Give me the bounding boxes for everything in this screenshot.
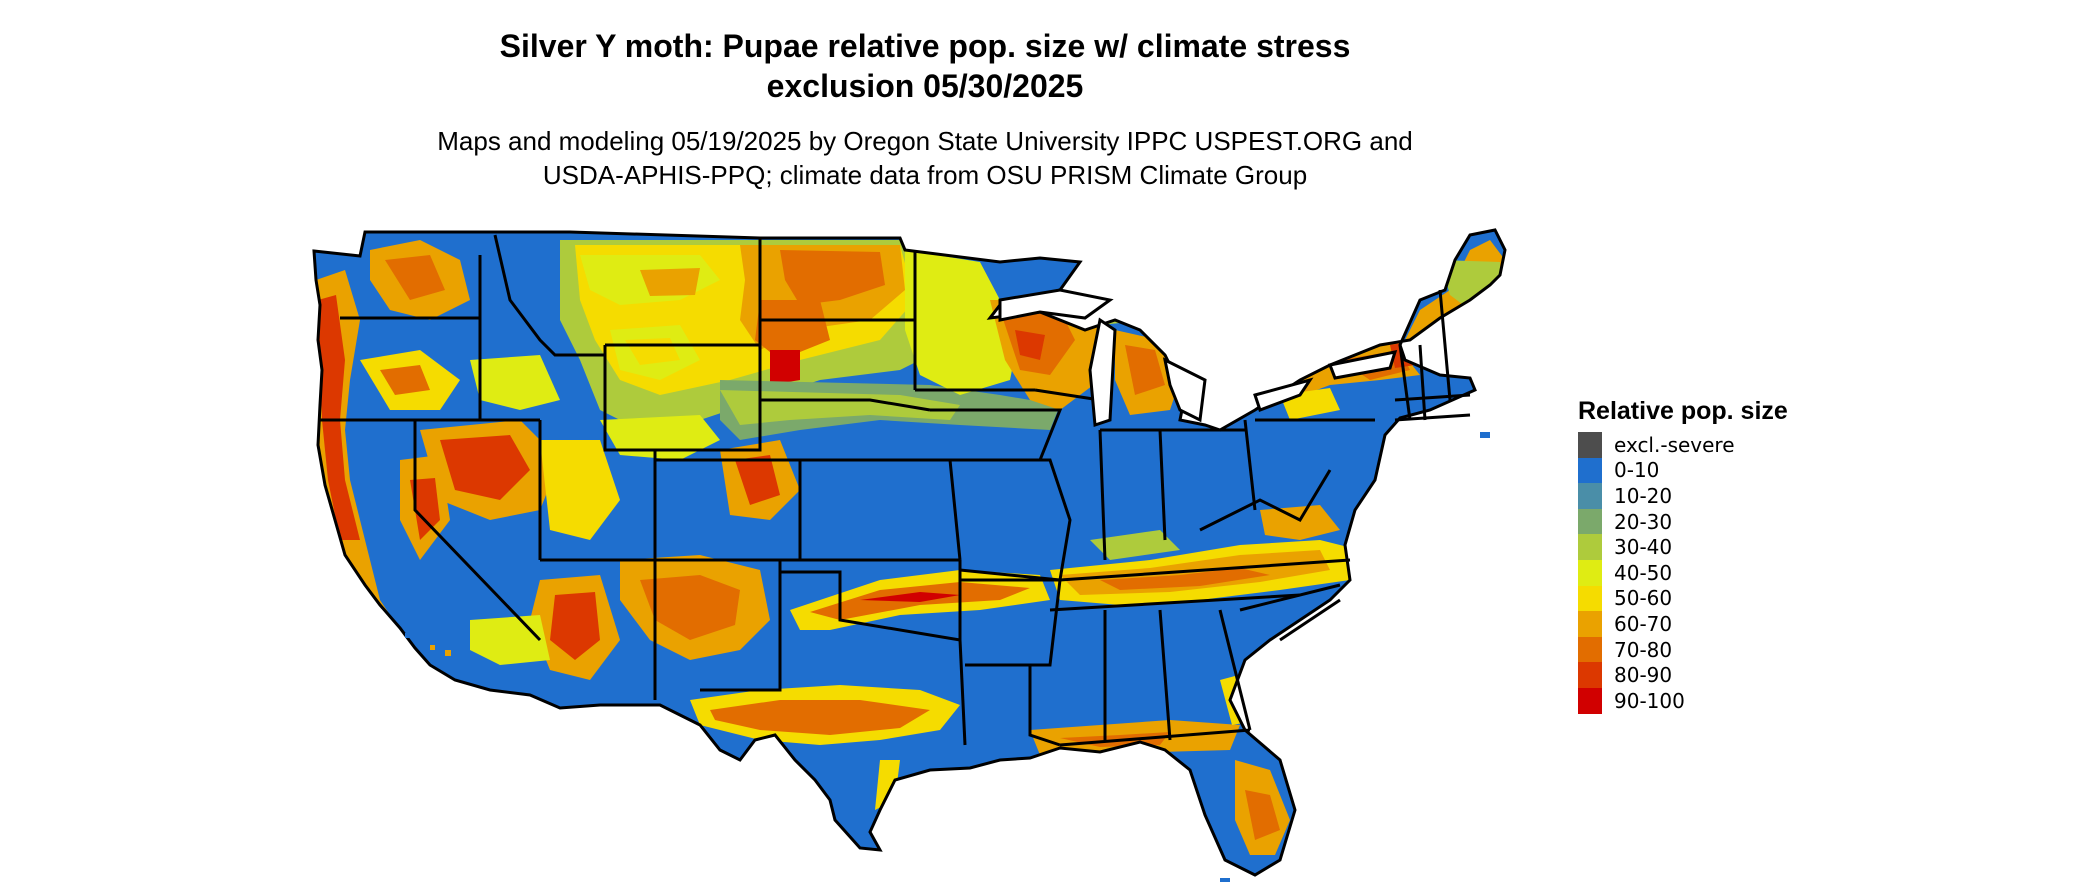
legend-item: 20-30 xyxy=(1578,508,1788,535)
legend-label: 60-70 xyxy=(1614,611,1673,636)
legend-item: 50-60 xyxy=(1578,585,1788,612)
legend-label: excl.-severe xyxy=(1614,432,1735,457)
legend-item: 30-40 xyxy=(1578,534,1788,560)
legend-item: excl.-severe xyxy=(1578,432,1788,458)
legend-label: 30-40 xyxy=(1614,535,1673,560)
legend-item: 10-20 xyxy=(1578,483,1788,509)
legend-swatch xyxy=(1578,687,1602,714)
legend-swatch xyxy=(1578,559,1602,586)
legend-item: 80-90 xyxy=(1578,662,1788,688)
map-title: Silver Y moth: Pupae relative pop. size … xyxy=(0,26,1850,106)
legend-label: 40-50 xyxy=(1614,560,1673,585)
legend-label: 90-100 xyxy=(1614,688,1685,713)
subtitle-line-2: USDA-APHIS-PPQ; climate data from OSU PR… xyxy=(542,160,1308,190)
legend-label: 80-90 xyxy=(1614,663,1673,688)
legend-swatch xyxy=(1578,508,1602,535)
state-boundaries xyxy=(312,228,1507,877)
legend-label: 10-20 xyxy=(1614,483,1673,508)
legend-swatch xyxy=(1578,636,1602,663)
legend-swatch xyxy=(1578,534,1602,560)
legend-item: 40-50 xyxy=(1578,559,1788,586)
title-line-1: Silver Y moth: Pupae relative pop. size … xyxy=(499,28,1351,64)
legend-items: excl.-severe 0-10 10-20 20-30 30-40 40-50 50-6… xyxy=(1578,432,1788,714)
map-subtitle: Maps and modeling 05/19/2025 by Oregon S… xyxy=(0,124,1850,192)
legend-label: 50-60 xyxy=(1614,586,1673,611)
legend-title: Relative pop. size xyxy=(1578,397,1788,425)
legend-swatch xyxy=(1578,662,1602,688)
legend-item: 60-70 xyxy=(1578,611,1788,637)
subtitle-line-1: Maps and modeling 05/19/2025 by Oregon S… xyxy=(437,126,1413,156)
legend-item: 70-80 xyxy=(1578,636,1788,663)
population-shading xyxy=(314,230,1505,875)
legend-item: 0-10 xyxy=(1578,457,1788,484)
legend-item: 90-100 xyxy=(1578,687,1788,714)
legend-swatch xyxy=(1578,585,1602,612)
legend-swatch xyxy=(1578,611,1602,637)
legend-swatch xyxy=(1578,483,1602,509)
great-lakes xyxy=(998,288,1398,428)
legend-swatch xyxy=(1578,457,1602,484)
title-line-2: exclusion 05/30/2025 xyxy=(766,68,1084,104)
legend-label: 20-30 xyxy=(1614,509,1673,534)
coastal-islands xyxy=(405,432,1490,882)
legend-swatch xyxy=(1578,432,1602,458)
legend: Relative pop. size excl.-severe 0-10 10-20… xyxy=(1578,396,1788,714)
legend-label: 70-80 xyxy=(1614,637,1673,662)
legend-label: 0-10 xyxy=(1614,458,1660,483)
